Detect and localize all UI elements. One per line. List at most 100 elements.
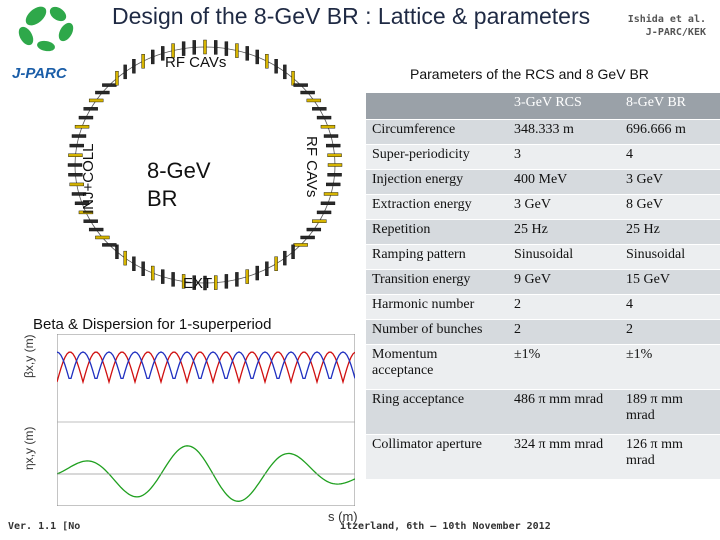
params-header-row: 3-GeV RCS 8-GeV BR <box>366 93 720 120</box>
ring-magnet <box>132 59 136 74</box>
ring-magnet <box>102 243 117 247</box>
ring-name-line-1: 8-GeV <box>147 158 211 183</box>
plot-title: Beta & Dispersion for 1-superperiod <box>33 316 272 333</box>
param-br-value: Sinusoidal <box>620 244 720 270</box>
ring-magnet <box>181 41 186 56</box>
ring-magnet <box>151 49 155 65</box>
param-br-value: 189 π mm mrad <box>620 389 720 435</box>
ring-magnet <box>203 39 207 55</box>
rf-cavs-side-label: RF CAVs <box>303 136 320 198</box>
ring-magnet <box>300 235 315 240</box>
dispersion-curve <box>57 445 355 502</box>
ring-magnet <box>88 98 104 103</box>
ring-magnet <box>203 275 207 291</box>
ring-magnet <box>320 201 336 206</box>
ring-magnet <box>274 59 278 74</box>
param-br-value: 25 Hz <box>620 219 720 245</box>
ring-magnet <box>224 274 229 289</box>
beta-v-curve <box>57 351 355 380</box>
param-br-value: 4 <box>620 294 720 320</box>
ring-magnet <box>327 153 342 157</box>
ring-magnet <box>83 219 98 223</box>
ring-magnet <box>74 124 90 129</box>
param-label: Ring acceptance <box>366 389 508 435</box>
jparc-logo-text: J-PARC <box>12 65 68 82</box>
ring-magnet <box>265 54 269 69</box>
beta-h-curve <box>57 351 355 385</box>
param-label: Harmonic number <box>366 294 508 320</box>
params-row: Super-periodicity 3 4 <box>366 144 720 170</box>
ring-magnet <box>69 143 84 148</box>
param-label: Ramping pattern <box>366 244 508 270</box>
param-label: Transition energy <box>366 269 508 295</box>
ring-magnet <box>83 107 98 111</box>
param-rcs-value: ±1% <box>508 344 620 390</box>
ring-magnet <box>192 275 196 290</box>
ring-magnets <box>67 39 343 291</box>
params-row: Ring acceptance 486 π mm mrad 189 π mm mra… <box>366 389 720 435</box>
ring-magnet <box>68 153 83 157</box>
ring-magnet <box>306 98 322 103</box>
ring-magnet <box>326 143 341 148</box>
ring-magnet <box>102 83 117 87</box>
author-line-1: Ishida et al. <box>627 14 706 25</box>
author-credit: Ishida et al. J-PARC/KEK <box>628 13 706 39</box>
params-title: Parameters of the RCS and 8 GeV BR <box>410 66 649 82</box>
params-header-cell: 3-GeV RCS <box>508 93 620 120</box>
params-row: Ramping pattern Sinusoidal Sinusoidal <box>366 244 720 270</box>
jparc-leaf-logo-icon: J-PARC <box>12 6 74 82</box>
ring-magnet <box>300 90 315 95</box>
ring-magnet <box>245 269 249 284</box>
ring-magnet <box>255 49 259 65</box>
param-rcs-value: 348.333 m <box>508 119 620 145</box>
params-row: Harmonic number 2 4 <box>366 294 720 320</box>
ring-magnet <box>171 272 175 287</box>
ring-lattice-diagram <box>67 39 343 291</box>
param-br-value: 4 <box>620 144 720 170</box>
param-rcs-value: 486 π mm mrad <box>508 389 620 435</box>
ring-magnet <box>293 83 308 87</box>
param-rcs-value: 2 <box>508 294 620 320</box>
ring-magnet <box>291 244 295 260</box>
param-label: Super-periodicity <box>366 144 508 170</box>
param-rcs-value: 25 Hz <box>508 219 620 245</box>
rf-cavs-top-label: RF CAVs <box>165 54 227 71</box>
param-label: Circumference <box>366 119 508 145</box>
ring-name-line-2: BR <box>147 186 178 211</box>
params-row: Injection energy 400 MeV 3 GeV <box>366 169 720 195</box>
ylabel-eta: ηx,y (m) <box>22 426 36 470</box>
ring-magnet <box>265 261 269 276</box>
ring-magnet <box>245 46 249 61</box>
ring-magnet <box>88 227 104 232</box>
ring-magnet <box>291 70 295 86</box>
ring-magnet <box>192 40 196 55</box>
param-br-value: 126 π mm mrad <box>620 434 720 480</box>
param-rcs-value: 3 GeV <box>508 194 620 220</box>
ring-magnet <box>274 256 278 271</box>
ring-magnet <box>312 107 327 111</box>
ring-magnet <box>323 134 339 138</box>
ring-magnet <box>323 192 339 196</box>
ring-magnet <box>214 40 218 55</box>
ring-magnet <box>312 219 327 223</box>
param-br-value: 696.666 m <box>620 119 720 145</box>
ring-magnet <box>141 261 145 276</box>
ring-magnet <box>95 90 110 95</box>
ring-magnet <box>95 235 110 240</box>
params-row: Repetition 25 Hz 25 Hz <box>366 219 720 245</box>
param-rcs-value: 324 π mm mrad <box>508 434 620 480</box>
params-row: Circumference 348.333 m 696.666 m <box>366 119 720 145</box>
param-label: Collimator aperture <box>366 434 508 480</box>
inj-coll-label: INJ+COLL <box>80 143 97 214</box>
footer-left: Ver. 1.1 [No <box>8 521 81 532</box>
ring-magnet <box>235 43 239 58</box>
ring-magnet <box>78 115 94 120</box>
ring-magnet <box>115 70 119 86</box>
ring-magnet <box>320 124 336 129</box>
ring-magnet <box>123 64 127 80</box>
params-header-cell <box>366 93 508 120</box>
params-row: Momentum acceptance ±1% ±1% <box>366 344 720 390</box>
ring-magnet <box>316 210 332 215</box>
ring-magnet <box>115 244 119 260</box>
